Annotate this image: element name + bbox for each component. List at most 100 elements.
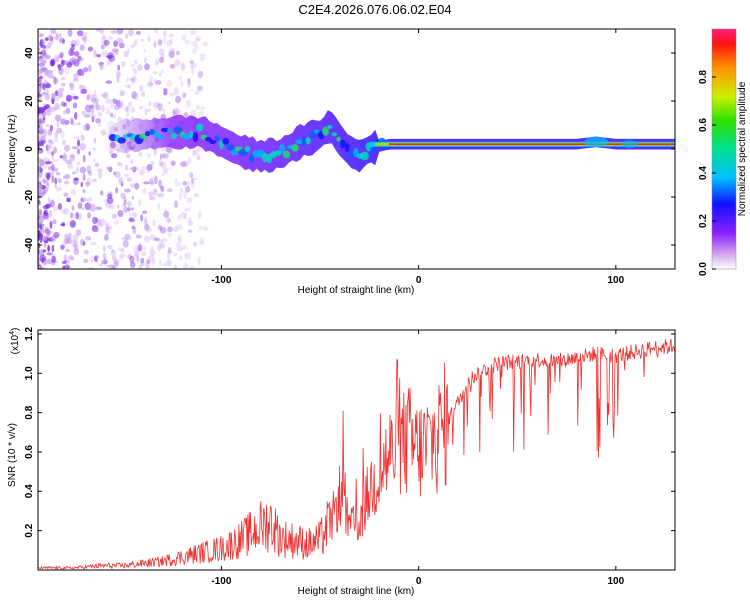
spectrogram-y-tick-label: 0 <box>24 146 35 152</box>
noise-speckle <box>105 227 111 236</box>
noise-speckle <box>136 244 141 253</box>
noise-speckle <box>187 82 191 88</box>
spectrogram-y-tick-label: 20 <box>24 95 35 107</box>
snr-x-tick-label: 0 <box>416 576 422 587</box>
noise-speckle <box>117 210 124 218</box>
noise-speckle <box>61 117 67 126</box>
noise-speckle <box>44 179 49 183</box>
noise-speckle <box>38 68 43 76</box>
noise-speckle <box>111 213 117 219</box>
ridge-blob <box>331 132 338 137</box>
noise-speckle <box>95 104 101 111</box>
noise-speckle <box>135 234 142 239</box>
noise-speckle <box>111 249 115 253</box>
noise-speckle <box>85 181 90 187</box>
noise-speckle <box>167 147 174 154</box>
noise-speckle <box>168 101 171 105</box>
spectrogram-y-tick-label: -40 <box>24 237 35 252</box>
noise-speckle <box>80 134 85 142</box>
noise-speckle <box>177 234 181 242</box>
noise-speckle <box>152 178 158 184</box>
noise-speckle <box>72 95 79 100</box>
spectrogram-y-tick-label: 40 <box>24 47 35 59</box>
noise-speckle <box>64 264 70 269</box>
noise-speckle <box>53 30 58 35</box>
noise-speckle <box>123 106 129 112</box>
noise-speckle <box>38 200 41 205</box>
noise-speckle <box>133 69 138 74</box>
noise-speckle <box>141 251 147 257</box>
noise-speckle <box>131 75 137 83</box>
noise-speckle <box>51 92 56 99</box>
noise-speckle <box>45 54 51 60</box>
noise-speckle <box>38 157 41 162</box>
noise-speckle <box>125 105 130 113</box>
noise-speckle <box>82 189 86 194</box>
noise-speckle <box>51 149 55 156</box>
noise-speckle <box>143 181 150 185</box>
noise-speckle <box>187 220 194 227</box>
ridge-blob <box>145 130 151 137</box>
noise-speckle <box>121 203 127 208</box>
noise-speckle <box>154 237 160 242</box>
noise-speckle <box>131 91 137 99</box>
noise-speckle <box>94 256 98 262</box>
noise-speckle <box>138 265 143 269</box>
noise-speckle <box>162 262 167 267</box>
noise-speckle <box>154 29 159 34</box>
noise-speckle <box>191 67 194 75</box>
noise-speckle <box>175 50 180 56</box>
noise-speckle <box>72 233 79 241</box>
noise-speckle <box>95 206 103 210</box>
noise-speckle <box>157 193 163 197</box>
noise-speckle <box>124 233 131 241</box>
noise-speckle <box>127 48 130 53</box>
noise-speckle <box>83 249 89 255</box>
snr-multiplier: (x104) <box>9 328 21 355</box>
noise-speckle <box>186 252 191 260</box>
noise-speckle <box>48 209 53 218</box>
noise-speckle <box>53 56 60 63</box>
ridge-blob <box>322 126 329 136</box>
noise-speckle <box>116 161 121 167</box>
noise-speckle <box>66 237 72 245</box>
noise-speckle <box>62 265 66 269</box>
noise-speckle <box>38 197 41 202</box>
noise-speckle <box>193 242 198 248</box>
noise-speckle <box>160 69 164 74</box>
noise-speckle <box>174 181 181 187</box>
noise-speckle <box>139 261 146 267</box>
noise-speckle <box>132 166 139 171</box>
noise-speckle <box>49 220 53 229</box>
noise-speckle <box>43 79 48 84</box>
noise-speckle <box>197 70 204 79</box>
noise-speckle <box>75 166 79 174</box>
noise-speckle <box>123 196 127 202</box>
noise-speckle <box>73 136 81 140</box>
noise-speckle <box>116 204 120 209</box>
noise-speckle <box>99 62 104 71</box>
noise-speckle <box>46 172 50 181</box>
ridge-blob <box>282 150 291 159</box>
noise-speckle <box>48 202 52 208</box>
noise-speckle <box>183 112 189 117</box>
colorbar-tick-label: 0.2 <box>698 214 709 228</box>
noise-speckle <box>122 207 126 213</box>
noise-speckle <box>159 242 166 249</box>
noise-speckle <box>80 88 87 95</box>
noise-speckle <box>87 170 93 176</box>
noise-speckle <box>126 201 132 207</box>
noise-speckle <box>40 59 47 64</box>
noise-speckle <box>93 227 98 233</box>
noise-speckle <box>134 38 139 44</box>
noise-speckle <box>42 82 46 91</box>
noise-speckle <box>118 42 125 49</box>
noise-speckle <box>160 185 165 193</box>
noise-speckle <box>101 93 107 98</box>
noise-speckle <box>113 40 119 48</box>
noise-speckle <box>129 44 136 49</box>
noise-speckle <box>163 91 168 96</box>
noise-speckle <box>148 195 153 201</box>
noise-speckle <box>200 106 205 111</box>
noise-speckle <box>48 74 55 79</box>
